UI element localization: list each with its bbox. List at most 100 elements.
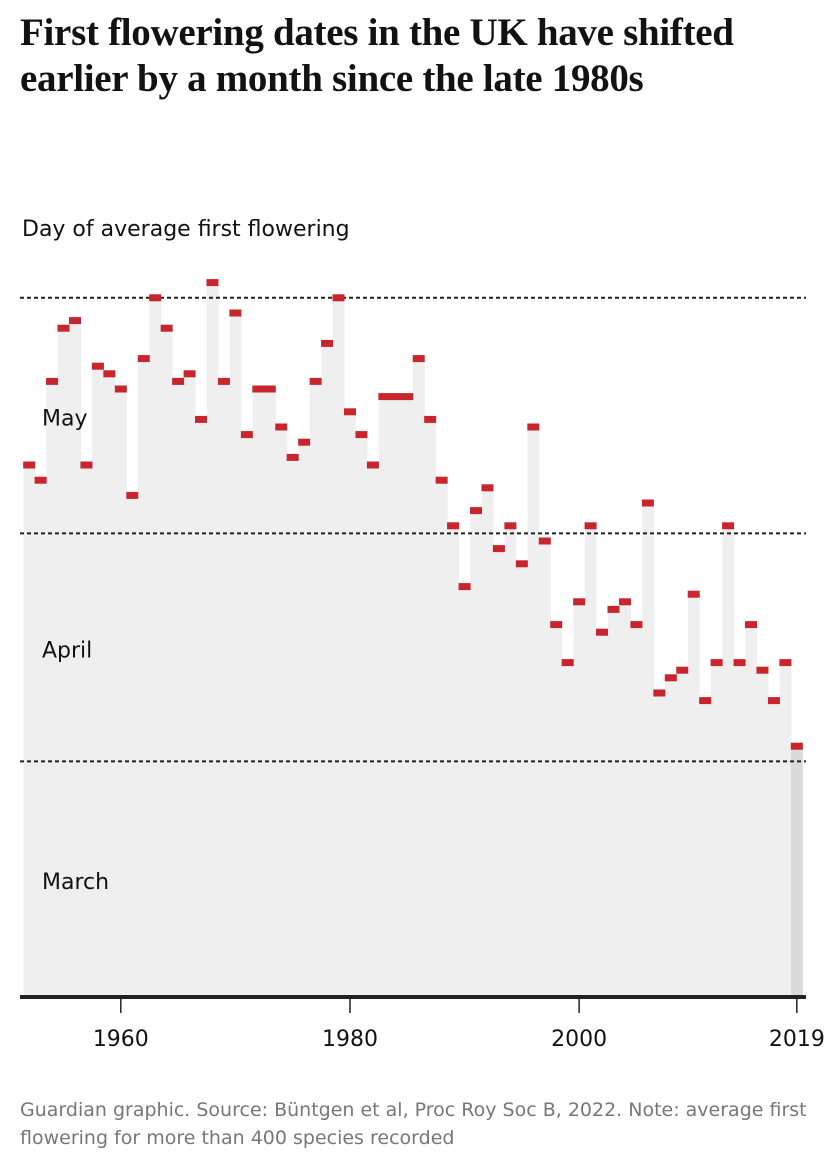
column	[390, 396, 402, 998]
column	[665, 677, 677, 997]
marker	[183, 370, 196, 378]
column	[642, 503, 654, 997]
marker	[172, 377, 185, 385]
column	[607, 609, 620, 997]
column	[195, 419, 208, 997]
marker	[435, 476, 448, 484]
column	[561, 662, 574, 997]
marker	[91, 362, 104, 370]
column	[309, 381, 322, 997]
marker	[114, 385, 127, 393]
marker	[447, 522, 460, 530]
column	[516, 563, 528, 997]
column	[57, 328, 70, 997]
marker	[378, 393, 391, 401]
marker	[424, 415, 437, 423]
marker	[46, 377, 59, 385]
column	[630, 624, 643, 997]
column	[493, 548, 505, 997]
column	[355, 434, 368, 998]
marker	[389, 393, 402, 401]
marker	[504, 522, 517, 530]
column	[252, 389, 265, 997]
marker	[779, 659, 792, 667]
marker	[206, 279, 219, 287]
column	[218, 381, 230, 997]
marker	[103, 370, 116, 378]
marker	[767, 697, 780, 705]
marker	[561, 659, 574, 667]
x-tick-label: 1980	[322, 1027, 378, 1052]
marker	[412, 355, 425, 363]
marker	[538, 537, 551, 545]
column	[46, 381, 59, 997]
column	[745, 624, 758, 997]
column	[710, 662, 723, 997]
column	[539, 541, 551, 997]
column	[779, 662, 792, 997]
column	[573, 601, 586, 997]
column	[264, 389, 276, 997]
column	[69, 320, 82, 998]
column	[138, 358, 150, 998]
marker	[607, 605, 620, 613]
marker	[240, 431, 253, 439]
marker	[217, 377, 230, 385]
marker	[676, 666, 689, 674]
marker	[745, 621, 758, 629]
marker	[790, 742, 803, 750]
marker	[733, 659, 746, 667]
marker	[23, 461, 36, 469]
marker	[756, 666, 769, 674]
marker	[275, 423, 288, 431]
band-label: March	[42, 870, 109, 895]
marker	[160, 324, 173, 332]
marker	[641, 499, 654, 507]
marker	[309, 377, 322, 385]
marker	[80, 461, 93, 469]
column	[298, 442, 311, 997]
column	[481, 487, 494, 997]
column	[413, 358, 425, 998]
column	[424, 419, 437, 997]
column	[172, 381, 185, 997]
marker	[298, 438, 311, 446]
marker	[458, 583, 471, 591]
marker	[195, 415, 208, 423]
column	[160, 328, 173, 997]
marker	[332, 294, 345, 302]
column	[756, 670, 769, 997]
marker	[34, 476, 47, 484]
marker	[630, 621, 643, 629]
column	[275, 427, 288, 997]
column	[23, 465, 36, 997]
marker	[343, 408, 356, 416]
marker	[722, 522, 735, 530]
column	[447, 525, 460, 997]
marker	[550, 621, 563, 629]
column	[733, 662, 746, 997]
chart-title: First flowering dates in the UK have shi…	[20, 11, 734, 100]
column	[149, 297, 162, 997]
column	[435, 480, 448, 997]
marker	[366, 461, 379, 469]
band-label: April	[42, 638, 92, 663]
column	[229, 313, 242, 997]
marker	[263, 385, 276, 393]
marker	[515, 560, 528, 568]
column	[321, 343, 334, 997]
column	[687, 594, 700, 997]
marker	[573, 598, 586, 606]
marker	[584, 522, 597, 530]
marker	[149, 294, 162, 302]
marker	[252, 385, 265, 393]
marker	[321, 339, 334, 347]
column	[332, 297, 345, 997]
marker	[68, 317, 81, 325]
y-axis-label: Day of average first flowering	[22, 217, 350, 242]
marker	[492, 545, 505, 553]
column	[470, 510, 483, 997]
marker	[470, 507, 483, 515]
column	[596, 632, 609, 997]
